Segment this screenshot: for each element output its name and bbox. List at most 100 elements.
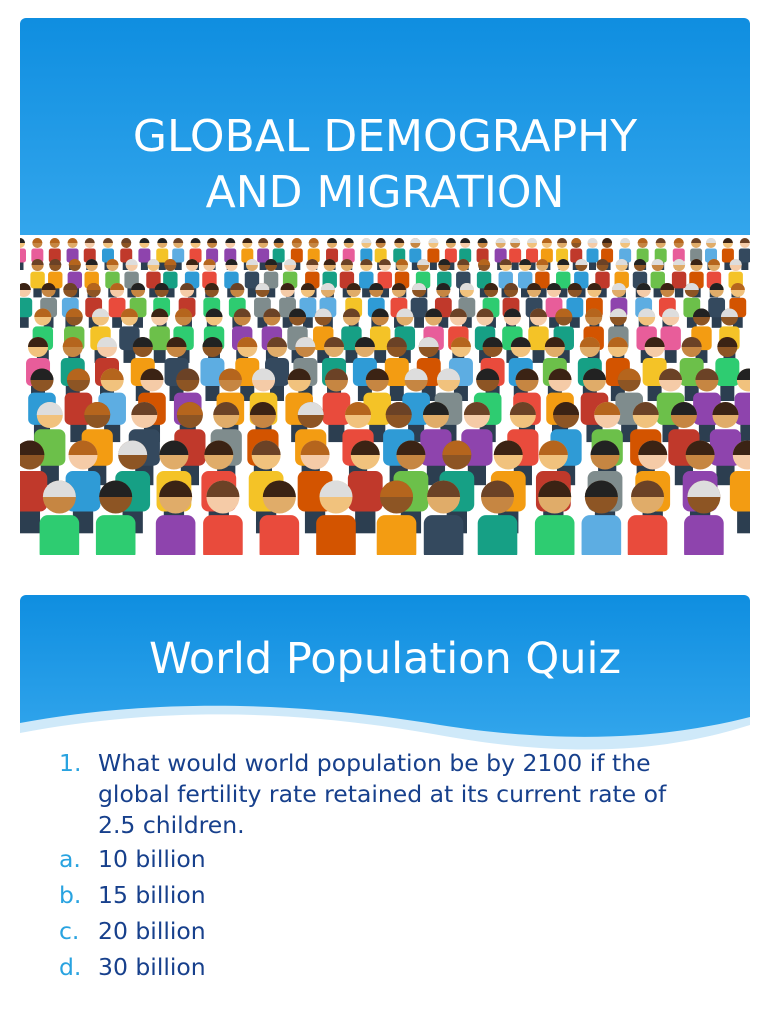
crowd-shape	[252, 368, 276, 380]
crowd-shape	[422, 402, 449, 415]
crowd-shape	[587, 283, 602, 290]
crowd-shape	[39, 515, 80, 555]
crowd-shape	[670, 402, 697, 415]
crowd-shape	[684, 515, 724, 555]
crowd-shape	[346, 283, 361, 290]
crowd-shape	[671, 271, 687, 289]
crowd-shape	[206, 480, 240, 497]
crowd-shape	[157, 238, 168, 243]
crowd-shape	[557, 238, 568, 243]
crowd-shape	[596, 259, 609, 265]
crowd-shape	[730, 283, 745, 290]
crowd-shape	[172, 248, 185, 263]
crowd-shape	[659, 368, 683, 380]
crowd-shape	[102, 238, 113, 243]
crowd-shape	[118, 440, 148, 455]
wave-front	[20, 714, 750, 895]
crowd-shape	[36, 402, 63, 415]
crowd-shape	[68, 440, 98, 455]
crowd-shape	[460, 238, 471, 243]
crowd-shape	[360, 248, 373, 263]
crowd-shape	[529, 308, 547, 317]
crowd-shape	[322, 392, 351, 425]
crowd-shape	[585, 308, 603, 317]
list-marker: a.	[59, 845, 81, 873]
crowd-shape	[41, 283, 56, 290]
crowd-shape	[289, 308, 307, 317]
crowd-shape	[20, 248, 27, 263]
option-text: 30 billion	[98, 953, 206, 981]
crowd-shape	[556, 271, 571, 289]
crowd-shape	[476, 248, 489, 263]
crowd-shape	[204, 283, 219, 290]
crowd-shape	[538, 440, 568, 455]
crowd-shape	[121, 238, 132, 243]
crowd-shape	[376, 515, 417, 555]
crowd-shape	[204, 440, 234, 455]
crowd-shape	[463, 402, 490, 415]
crowd-shape	[655, 238, 666, 243]
crowd-shape	[691, 238, 702, 243]
crowd-shape	[202, 337, 223, 347]
crowd-shape	[280, 283, 295, 290]
crowd-shape	[342, 308, 360, 317]
crowd-shape	[307, 248, 320, 263]
crowd-shape	[571, 238, 582, 243]
crowd-shape	[205, 308, 223, 317]
crowd-shape	[149, 326, 170, 351]
crowd-shape	[164, 259, 177, 265]
crowd-shape	[436, 283, 451, 290]
title-slide: GLOBAL DEMOGRAPHY AND MIGRATION	[20, 18, 750, 555]
crowd-shape	[617, 368, 641, 380]
crowd-shape	[319, 480, 353, 497]
crowd-shape	[582, 368, 606, 380]
crowd-shape	[360, 259, 373, 265]
crowd-shape	[685, 440, 715, 455]
crowd-shape	[324, 337, 345, 347]
crowd-shape	[609, 308, 627, 317]
crowd-shape	[427, 248, 440, 263]
crowd-shape	[695, 368, 719, 380]
crowd-shape	[66, 368, 90, 380]
crowd-shape	[709, 283, 724, 290]
crowd-shape	[272, 248, 285, 263]
crowd-shape	[67, 238, 78, 243]
crowd-shape	[607, 337, 628, 347]
crowd-shape	[49, 259, 62, 265]
crowd-shape	[320, 283, 335, 290]
crowd-shape	[438, 259, 451, 265]
crowd-shape	[547, 283, 562, 290]
crowd-shape	[715, 358, 740, 386]
crowd-shape	[567, 283, 582, 290]
crowd-shape	[20, 440, 45, 455]
crowd-shape	[672, 248, 685, 263]
crowd-shape	[570, 248, 583, 263]
crowd-shape	[494, 248, 507, 263]
crowd-shape	[586, 248, 599, 263]
crowd-shape	[459, 248, 472, 263]
crowd-shape	[417, 259, 430, 265]
crowd-shape	[638, 308, 656, 317]
crowd-shape	[49, 238, 60, 243]
crowd-shape	[151, 308, 169, 317]
crowd-shape	[717, 337, 738, 347]
crowd-shape	[97, 337, 118, 347]
crowd-shape	[729, 259, 742, 265]
crowd-shape	[418, 337, 439, 347]
slide-title: AND MIGRATION	[205, 167, 565, 218]
crowd-shape	[708, 297, 726, 318]
crowd-shape	[482, 337, 503, 347]
slide-header	[20, 18, 750, 235]
crowd-shape	[590, 440, 620, 455]
crowd-shape	[176, 402, 203, 415]
crowd-shape	[738, 248, 750, 263]
crowd-shape	[180, 283, 195, 290]
crowd-shape	[20, 238, 26, 243]
crowd-shape	[28, 337, 49, 347]
wave	[20, 705, 750, 895]
crowd-shape	[206, 248, 219, 263]
crowd-shape	[510, 238, 521, 243]
crowd-shape	[692, 308, 710, 317]
crowd-shape	[290, 248, 303, 263]
crowd-shape	[601, 248, 614, 263]
